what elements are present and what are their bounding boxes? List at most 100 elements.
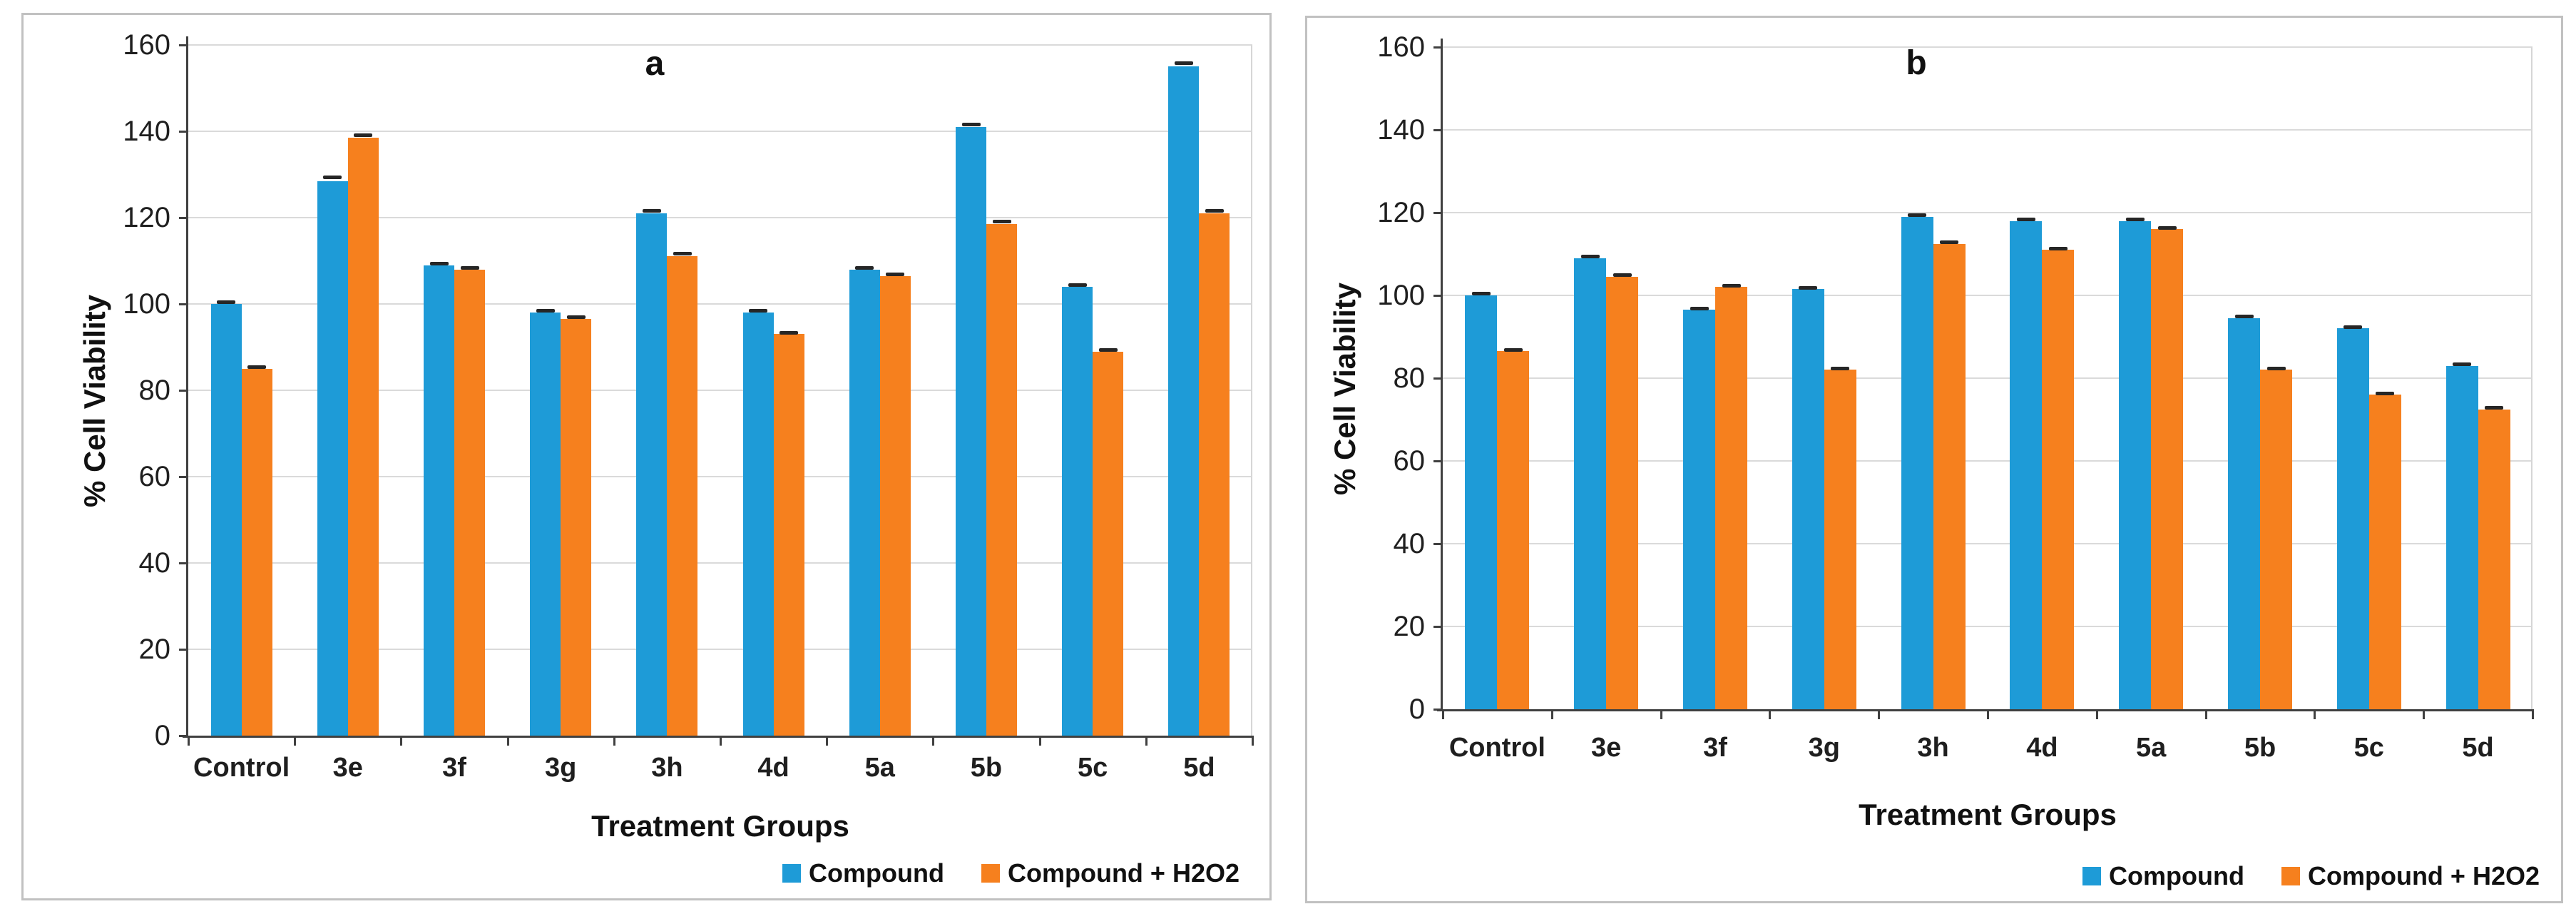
error-bar-cap (247, 365, 267, 369)
category-label: Control (193, 753, 290, 783)
grid-line (188, 390, 1252, 391)
bar-compound (2336, 328, 2369, 709)
bar-compound-h2o2 (773, 334, 804, 736)
x-axis-title: Treatment Groups (1859, 798, 2117, 831)
bar-compound-h2o2 (1606, 276, 1639, 709)
bar-compound (1683, 310, 1715, 709)
y-tick-mark (1433, 626, 1443, 628)
y-tick-label: 140 (1377, 114, 1425, 146)
legend-item-compound-h2o2: Compound + H2O2 (981, 858, 1240, 888)
x-tick-mark (2204, 709, 2207, 719)
bar-compound (1792, 289, 1824, 709)
legend-item-compound-h2o2: Compound + H2O2 (2281, 861, 2540, 891)
error-bar-cap (2266, 366, 2286, 370)
x-tick-mark (1442, 709, 1444, 719)
error-bar-cap (217, 300, 236, 305)
category-label: 3g (545, 753, 577, 783)
grid-line (1443, 377, 2532, 379)
y-tick-label: 140 (123, 116, 170, 147)
x-tick-mark (2423, 709, 2426, 719)
grid-line (1443, 626, 2532, 627)
error-bar-cap (536, 309, 555, 313)
bar-compound (210, 304, 242, 736)
y-tick-mark (1433, 46, 1443, 49)
error-bar-cap (1940, 240, 1959, 244)
category-label: 5b (970, 753, 1003, 783)
plot-right-border (2531, 47, 2532, 709)
bar-compound-h2o2 (2042, 250, 2075, 709)
x-axis-line (1437, 709, 2532, 711)
x-tick-mark (1878, 709, 1881, 719)
grid-line (1443, 129, 2532, 131)
bar-compound (742, 313, 774, 736)
x-tick-mark (2095, 709, 2098, 719)
error-bar-cap (429, 261, 449, 265)
y-tick-mark (179, 649, 188, 651)
bar-compound-h2o2 (561, 319, 592, 736)
legend-item-compound: Compound (2082, 861, 2244, 891)
category-label: 3f (442, 753, 466, 783)
error-bar-cap (2453, 362, 2472, 366)
error-bar-cap (780, 330, 799, 335)
panel-a: a % Cell Viability Treatment Groups Comp… (21, 13, 1272, 900)
error-bar-cap (1722, 283, 1741, 288)
grid-line (188, 649, 1252, 650)
error-bar-cap (1690, 306, 1709, 310)
grid-line (188, 217, 1252, 218)
legend-label-compound: Compound (809, 858, 944, 888)
category-label: 3f (1703, 733, 1727, 763)
grid-line (188, 131, 1252, 132)
bar-compound (636, 213, 668, 736)
error-bar-cap (354, 133, 373, 138)
error-bar-cap (2485, 405, 2504, 410)
bar-compound (956, 126, 986, 736)
error-bar-cap (1799, 285, 1818, 290)
error-bar-cap (855, 265, 874, 270)
y-tick-mark (1433, 295, 1443, 297)
y-tick-label: 40 (1393, 528, 1426, 559)
bar-compound-h2o2 (2368, 395, 2401, 709)
y-tick-label: 20 (1393, 611, 1426, 642)
error-bar-cap (1908, 213, 1927, 218)
legend-item-compound: Compound (782, 858, 944, 888)
x-tick-mark (720, 736, 722, 746)
bar-compound-h2o2 (1497, 351, 1530, 709)
y-tick-label: 160 (1377, 31, 1425, 63)
panel-b: b % Cell Viability Treatment Groups Comp… (1305, 16, 2563, 903)
y-tick-mark (179, 303, 188, 305)
legend-swatch-compound-icon (782, 864, 802, 883)
y-tick-mark (179, 131, 188, 133)
grid-line (188, 44, 1252, 46)
y-tick-mark (1433, 543, 1443, 545)
category-label: 3h (651, 753, 683, 783)
y-tick-mark (179, 217, 188, 219)
error-bar-cap (323, 176, 342, 180)
bar-compound (2228, 318, 2260, 709)
bar-compound (2010, 220, 2043, 709)
legend-label-compound-h2o2: Compound + H2O2 (1007, 858, 1240, 888)
category-label: 3e (332, 753, 363, 783)
y-tick-label: 80 (1393, 362, 1426, 394)
grid-line (1443, 543, 2532, 544)
error-bar-cap (1831, 366, 1850, 370)
x-tick-mark (826, 736, 829, 746)
bar-compound-h2o2 (2478, 409, 2510, 709)
bar-compound (317, 181, 348, 736)
error-bar-cap (886, 272, 905, 276)
error-bar-cap (1068, 283, 1087, 287)
y-tick-label: 40 (138, 547, 171, 579)
x-tick-mark (2314, 709, 2316, 719)
error-bar-cap (2234, 315, 2254, 319)
x-axis-line (183, 736, 1252, 738)
error-bar-cap (673, 252, 692, 256)
y-tick-mark (1433, 460, 1443, 462)
bar-compound (1168, 66, 1200, 736)
bar-compound (1062, 286, 1093, 736)
legend-swatch-compound-h2o2-icon (2281, 867, 2300, 885)
category-label: 3e (1591, 733, 1622, 763)
x-tick-mark (1660, 709, 1662, 719)
error-bar-cap (1174, 61, 1193, 65)
bar-compound-h2o2 (986, 224, 1017, 736)
bar-compound-h2o2 (2260, 370, 2292, 709)
category-label: 5d (1183, 753, 1215, 783)
